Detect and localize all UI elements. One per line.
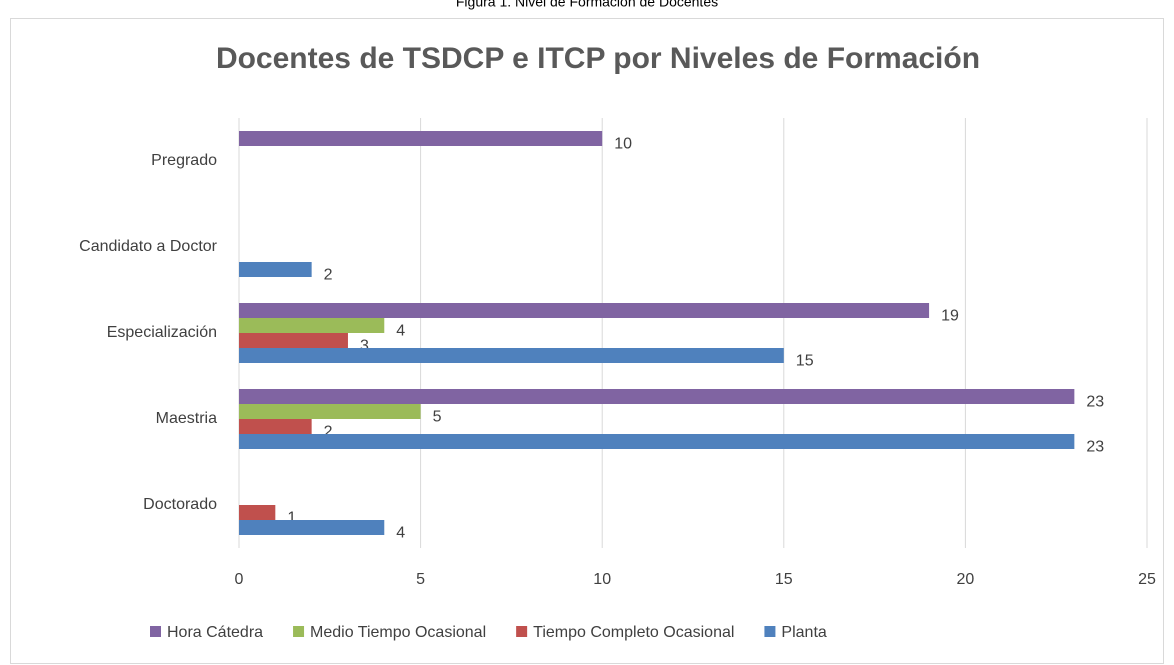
- x-tick-label: 5: [416, 571, 425, 588]
- data-label: 23: [1086, 439, 1104, 456]
- chart-title: Docentes de TSDCP e ITCP por Niveles de …: [216, 42, 980, 75]
- data-label: 19: [941, 308, 959, 325]
- y-tick-label: Especialización: [107, 324, 217, 341]
- x-tick-label: 25: [1138, 571, 1156, 588]
- x-tick-label: 0: [235, 571, 244, 588]
- legend-label: Medio Tiempo Ocasional: [310, 624, 486, 641]
- caption: Figura 1. Nivel de Formación de Docentes: [456, 0, 718, 10]
- bar: [239, 505, 276, 520]
- data-label: 1: [287, 510, 296, 527]
- legend-swatch: [293, 626, 305, 637]
- legend-swatch: [764, 626, 776, 637]
- data-label: 3: [360, 338, 369, 355]
- bar: [239, 404, 421, 419]
- y-tick-label: Maestria: [156, 410, 217, 427]
- legend-swatch: [516, 626, 528, 637]
- data-label: 10: [614, 136, 632, 153]
- y-tick-label: Candidato a Doctor: [79, 238, 218, 255]
- bar: [239, 434, 1075, 449]
- bar: [239, 303, 930, 318]
- legend-swatch: [150, 626, 161, 637]
- data-label: 15: [796, 353, 814, 370]
- data-label: 2: [324, 424, 333, 441]
- data-label: 4: [396, 323, 405, 340]
- bar: [239, 348, 784, 363]
- bar: [239, 318, 385, 333]
- legend-label: Hora Cátedra: [167, 624, 263, 641]
- data-label: 23: [1086, 394, 1104, 411]
- bar: [239, 520, 385, 535]
- x-tick-label: 20: [957, 571, 975, 588]
- data-label: 2: [324, 267, 333, 284]
- y-tick-label: Doctorado: [143, 496, 217, 513]
- bar: [239, 131, 603, 146]
- y-tick-label: Pregrado: [151, 152, 217, 169]
- chart-frame: [10, 18, 1164, 664]
- legend-label: Planta: [781, 624, 826, 641]
- data-label: 4: [396, 525, 405, 542]
- bar: [239, 333, 348, 348]
- bar: [239, 262, 312, 277]
- legend-label: Tiempo Completo Ocasional: [533, 624, 734, 641]
- bar: [239, 389, 1075, 404]
- x-tick-label: 15: [775, 571, 793, 588]
- bar: [239, 419, 312, 434]
- x-tick-label: 10: [593, 571, 611, 588]
- data-label: 5: [433, 409, 442, 426]
